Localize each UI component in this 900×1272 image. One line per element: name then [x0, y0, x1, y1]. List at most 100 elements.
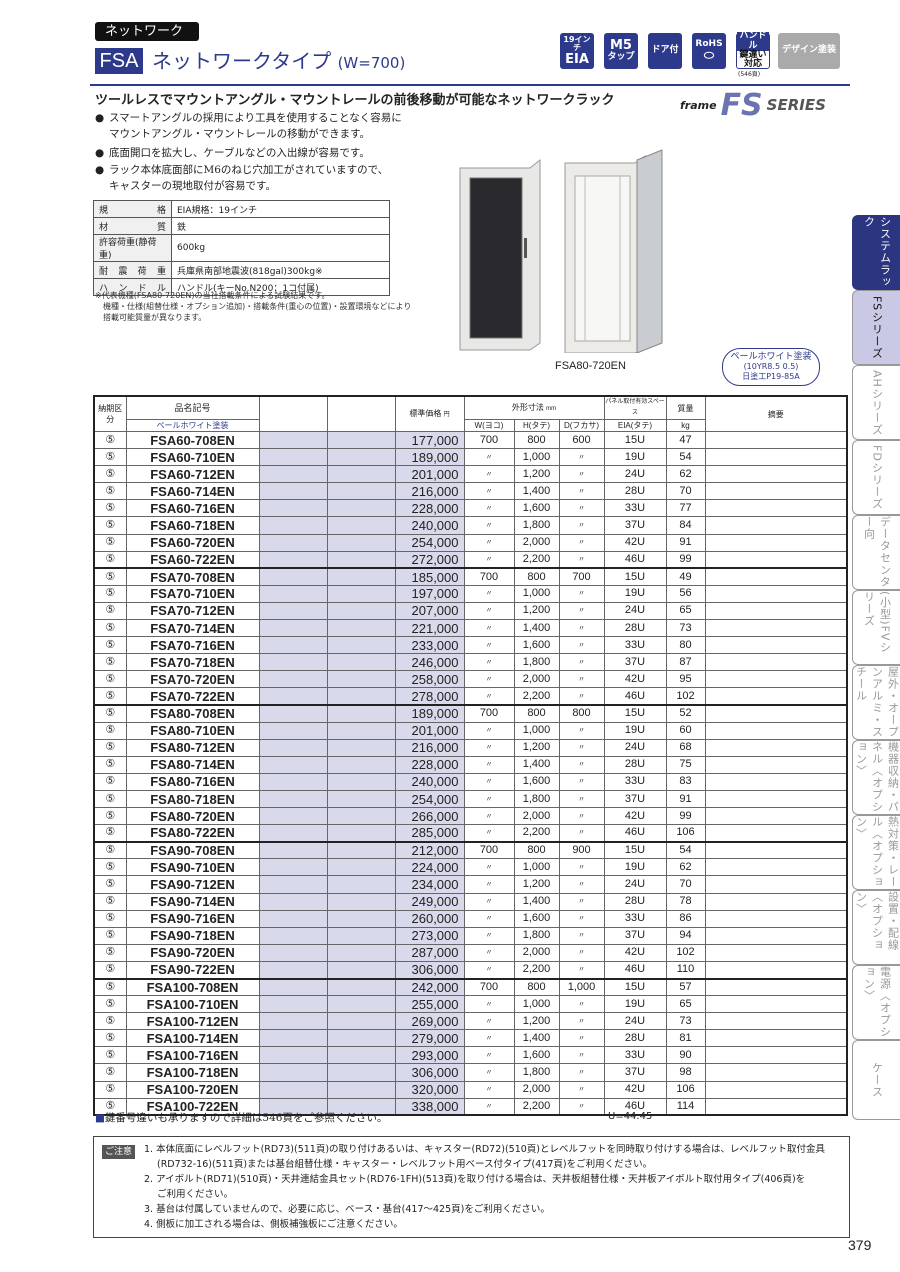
cell-w: 〃 [463, 516, 515, 535]
table-row: ⑤ FSA60-710EN 189,000 〃 1,000 〃 19U 54 [93, 448, 848, 467]
cell-delivery: ⑤ [93, 636, 127, 655]
cell-remarks [704, 875, 848, 894]
col-mass: 質量 [665, 395, 706, 420]
table-row: ⑤ FSA80-714EN 228,000 〃 1,400 〃 28U 75 [93, 755, 848, 774]
cell-w: 〃 [463, 636, 515, 655]
cell-blank [258, 516, 328, 535]
cell-d: 〃 [558, 670, 605, 689]
cell-blank [258, 721, 328, 740]
cell-part-no: FSA100-720EN [125, 1080, 260, 1099]
cell-eia: 15U [603, 567, 667, 586]
cell-d: 〃 [558, 499, 605, 518]
col-price: 標準価格 円 [394, 395, 465, 432]
cell-delivery: ⑤ [93, 824, 127, 843]
side-tab-5[interactable]: データセンター向 [852, 515, 900, 590]
cell-part-no: FSA80-716EN [125, 772, 260, 791]
title-rule [90, 84, 850, 86]
side-tab-9[interactable]: 熱対策・レール〈オプション〉 [852, 815, 900, 890]
table-row: ⑤ FSA90-708EN 212,000 700 800 900 15U 54 [93, 840, 848, 860]
cell-remarks [704, 858, 848, 877]
cell-w: 〃 [463, 465, 515, 484]
side-tab-11[interactable]: 電源〈オプション〉 [852, 965, 900, 1040]
cell-blank [326, 482, 396, 501]
table-row: ⑤ FSA80-712EN 216,000 〃 1,200 〃 24U 68 [93, 738, 848, 757]
cell-remarks [704, 840, 848, 860]
cell-blank [258, 789, 328, 809]
side-tab-1[interactable]: システムラック [852, 215, 900, 290]
series-code: FSA [95, 48, 143, 74]
cell-h: 1,800 [513, 653, 560, 672]
cell-mass: 81 [665, 1029, 706, 1048]
cell-part-no: FSA90-712EN [125, 875, 260, 894]
cell-d: 600 [558, 430, 605, 450]
cell-remarks [704, 943, 848, 962]
side-tab-3[interactable]: AHシリーズ [852, 365, 900, 440]
side-tab-12[interactable]: ケース [852, 1040, 900, 1120]
cell-part-no: FSA60-710EN [125, 448, 260, 467]
table-row: ⑤ FSA100-718EN 306,000 〃 1,800 〃 37U 98 [93, 1063, 848, 1082]
cell-part-no: FSA100-716EN [125, 1046, 260, 1065]
cell-delivery: ⑤ [93, 772, 127, 791]
side-tab-7[interactable]: 屋外・オープンアルミ・スチール [852, 665, 900, 740]
cell-delivery: ⑤ [93, 1046, 127, 1065]
cell-blank [326, 995, 396, 1014]
table-row: ⑤ FSA60-720EN 254,000 〃 2,000 〃 42U 91 [93, 533, 848, 552]
cell-d: 700 [558, 567, 605, 586]
cell-h: 1,800 [513, 926, 560, 945]
cell-remarks [704, 567, 848, 586]
cell-h: 1,000 [513, 858, 560, 877]
side-tab-6[interactable]: (小型)FVシリーズ [852, 590, 900, 665]
cell-mass: 83 [665, 772, 706, 791]
cell-d: 〃 [558, 653, 605, 672]
cell-eia: 37U [603, 926, 667, 945]
cell-eia: 24U [603, 1012, 667, 1031]
caution-label: ご注意 [102, 1145, 136, 1159]
cell-remarks [704, 653, 848, 672]
table-row: ⑤ FSA100-710EN 255,000 〃 1,000 〃 19U 65 [93, 995, 848, 1014]
cell-eia: 33U [603, 499, 667, 518]
cell-h: 1,400 [513, 892, 560, 911]
side-tab-8[interactable]: 機器収納・パネル〈オプション〉 [852, 740, 900, 815]
cell-blank [326, 430, 396, 450]
bullet-3: ● ラック本体底面部にM6のねじ穴加工がされていますので、 キャスターの現地取付が容… [95, 164, 389, 192]
cell-price: 269,000 [394, 1012, 465, 1031]
cell-w: 〃 [463, 960, 515, 980]
cell-mass: 91 [665, 789, 706, 809]
image-caption: FSA80-720EN [555, 360, 626, 372]
cell-blank [258, 601, 328, 621]
page-number: 379 [848, 1237, 872, 1253]
cell-d: 〃 [558, 482, 605, 501]
cell-remarks [704, 430, 848, 450]
table-row: ⑤ FSA60-722EN 272,000 〃 2,200 〃 46U 99 [93, 550, 848, 569]
cell-blank [326, 636, 396, 655]
cell-blank [326, 465, 396, 484]
side-tab-4[interactable]: FDシリーズ [852, 440, 900, 515]
cell-blank [258, 703, 328, 723]
cell-eia: 46U [603, 824, 667, 843]
m5-tap-icon: M5 タップ [604, 33, 638, 69]
table-row: ⑤ FSA70-714EN 221,000 〃 1,400 〃 28U 73 [93, 619, 848, 638]
cell-blank [258, 1029, 328, 1048]
cell-eia: 19U [603, 448, 667, 467]
cell-remarks [704, 772, 848, 791]
cell-blank [258, 448, 328, 467]
cell-w: 700 [463, 840, 515, 860]
cell-blank [258, 567, 328, 586]
table-row: ⑤ FSA100-708EN 242,000 700 800 1,000 15U 57 [93, 977, 848, 997]
cell-d: 〃 [558, 584, 605, 603]
cell-blank [258, 909, 328, 928]
cell-h: 2,000 [513, 943, 560, 962]
side-tab-10[interactable]: 設置・配線〈オプション〉 [852, 890, 900, 965]
cell-d: 〃 [558, 687, 605, 706]
cell-part-no: FSA70-712EN [125, 601, 260, 621]
cell-eia: 46U [603, 1097, 667, 1116]
category-tag: ネットワーク [95, 22, 199, 41]
cell-price: 240,000 [394, 516, 465, 535]
cell-part-no: FSA80-718EN [125, 789, 260, 809]
cell-remarks [704, 789, 848, 809]
side-tab-2[interactable]: FSシリーズ [852, 290, 900, 365]
cell-blank [258, 619, 328, 638]
cell-blank [258, 977, 328, 997]
cell-remarks [704, 995, 848, 1014]
cell-d: 〃 [558, 1063, 605, 1082]
